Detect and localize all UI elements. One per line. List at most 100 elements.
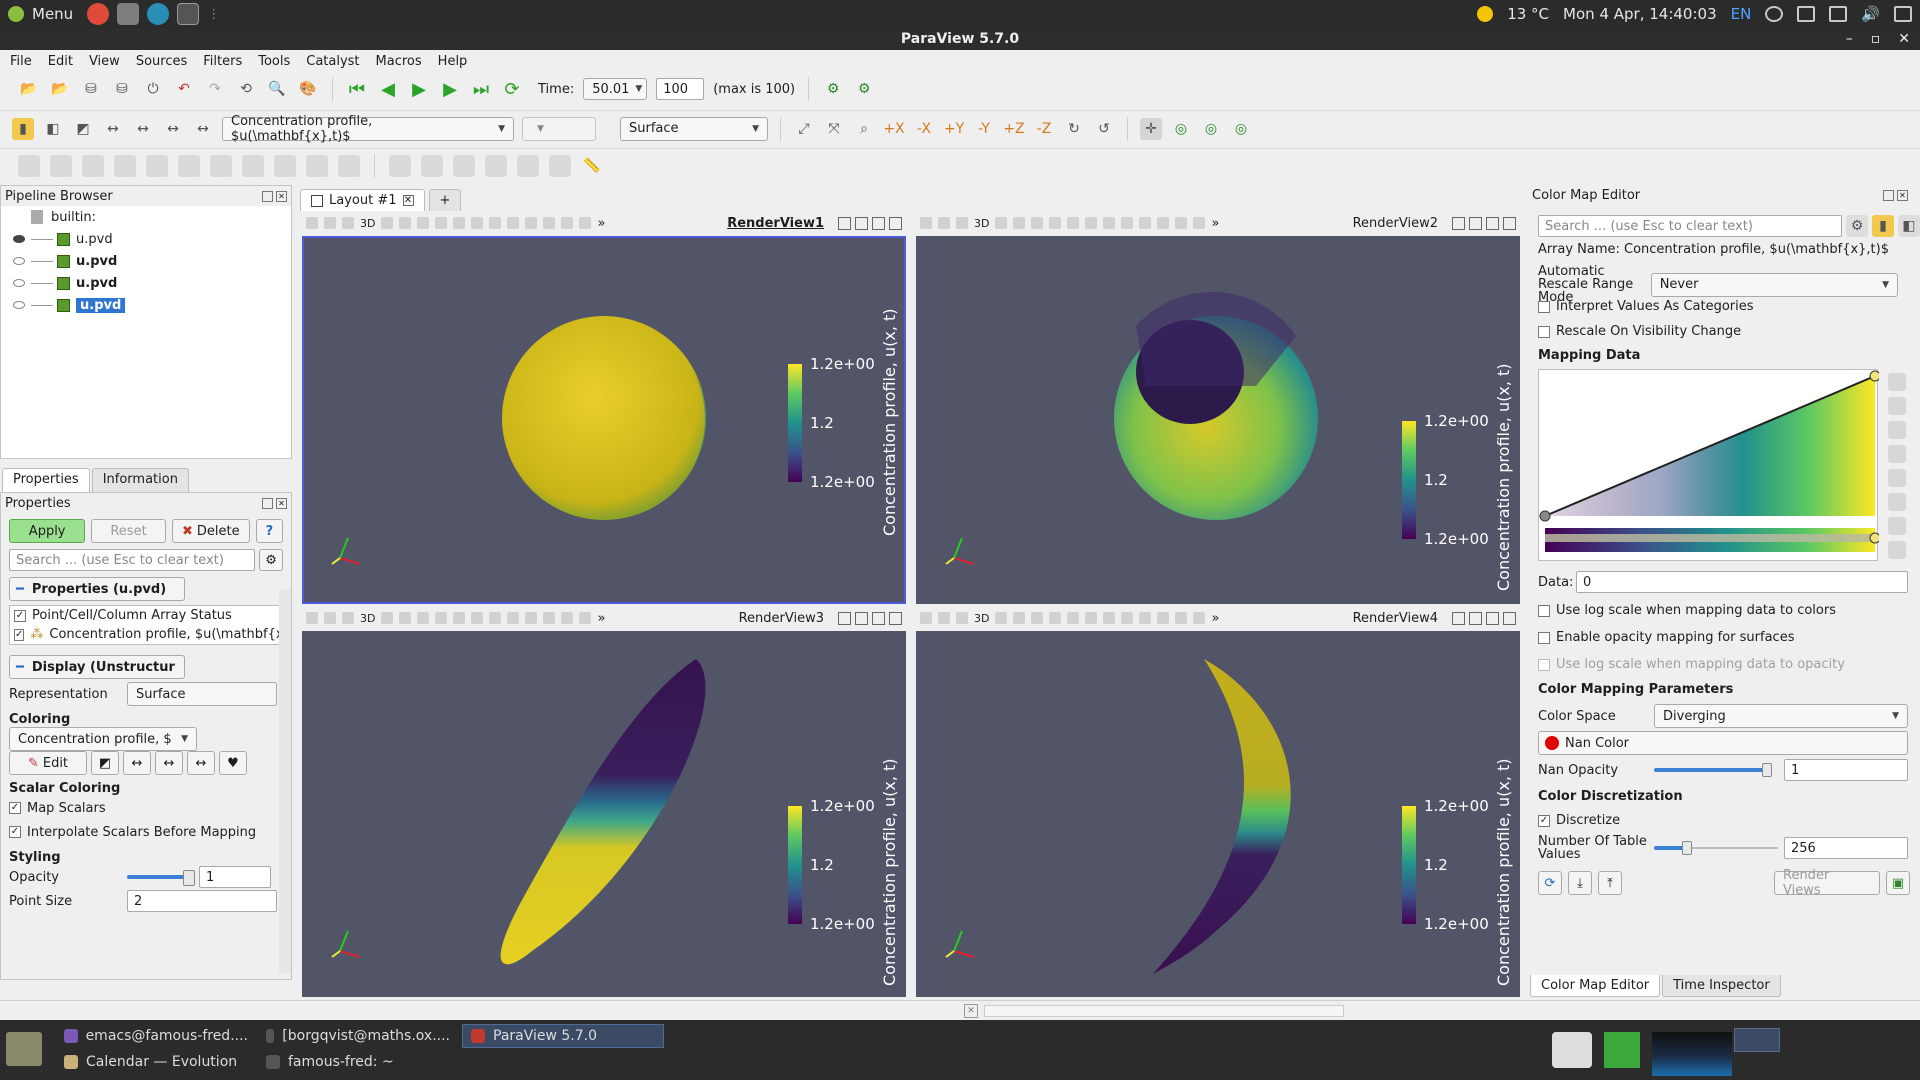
menu-filters[interactable]: Filters [203, 53, 243, 69]
save-preset-icon[interactable] [1888, 517, 1906, 535]
previous-frame-icon[interactable]: ◀ [381, 78, 395, 100]
menu-sources[interactable]: Sources [135, 53, 188, 69]
selection-tool-icon[interactable] [399, 612, 412, 624]
clock-label[interactable]: Mon 4 Apr, 14:40:03 [1563, 5, 1717, 23]
rescale-visibility-row[interactable]: Rescale On Visibility Change [1538, 324, 1741, 339]
next-frame-icon[interactable]: ▶ [443, 78, 457, 100]
interpolate-row[interactable]: ✓ Interpolate Scalars Before Mapping [1, 820, 291, 844]
split-horizontal-icon[interactable] [838, 611, 851, 625]
opacity-point-start[interactable] [1539, 510, 1551, 522]
selection-tool-icon[interactable] [435, 612, 448, 624]
render-view-canvas[interactable]: 1.2e+00 1.2 1.2e+00 Concentration profile, … [302, 236, 906, 604]
network-icon[interactable] [1829, 6, 1848, 22]
interpret-categories-checkbox[interactable] [1538, 300, 1550, 313]
rescale-icon[interactable]: ↔ [123, 751, 151, 775]
selection-tool-icon[interactable] [489, 217, 502, 229]
terminal-icon[interactable] [177, 3, 200, 25]
preset-icon[interactable]: ◩ [91, 751, 119, 775]
system-menu-button[interactable]: Menu [0, 5, 73, 23]
selection-tool-icon[interactable] [561, 217, 574, 229]
nan-opacity-thumb[interactable] [1762, 763, 1772, 777]
log-scale-row[interactable]: Use log scale when mapping data to color… [1538, 603, 1836, 618]
time-value-combo[interactable]: 50.01 ▼ [583, 78, 648, 100]
pipeline-item[interactable]: u.pvd [1, 272, 291, 294]
view-plus-z-icon[interactable]: +Z [1003, 120, 1025, 137]
selection-tool-icon[interactable] [1067, 612, 1080, 624]
update-views-icon[interactable]: ⟳ [1538, 871, 1562, 895]
clip-icon[interactable] [82, 154, 104, 177]
menu-macros[interactable]: Macros [375, 53, 422, 69]
visibility-eye-icon[interactable] [13, 257, 25, 265]
transfer-function-editor[interactable] [1538, 369, 1881, 561]
camera-tool-icon[interactable] [938, 217, 950, 229]
stream-tracer-icon[interactable] [242, 154, 264, 177]
close-view-icon[interactable] [1503, 216, 1516, 230]
render-view-canvas[interactable]: 1.2e+00 1.2 1.2e+00 Concentration profile, … [916, 631, 1520, 997]
table-values-thumb[interactable] [1682, 841, 1692, 855]
interpolate-checkbox[interactable]: ✓ [9, 826, 21, 838]
selection-tool-icon[interactable] [1085, 217, 1098, 229]
close-view-icon[interactable] [889, 611, 902, 625]
system-monitor-graph[interactable] [1652, 1032, 1732, 1076]
camera-tool-icon[interactable] [920, 217, 932, 229]
spreadsheet-icon[interactable] [517, 154, 539, 177]
visibility-eye-icon[interactable] [13, 235, 25, 243]
selection-tool-icon[interactable] [435, 217, 448, 229]
choose-preset-icon[interactable]: ◩ [76, 120, 90, 137]
pipeline-root[interactable]: builtin: [1, 206, 291, 228]
table-values-input[interactable]: 256 [1784, 837, 1908, 859]
camera-tool-icon[interactable] [938, 612, 950, 624]
table-values-slider[interactable] [1654, 841, 1778, 855]
coloring-select[interactable]: Concentration profile, $ ▼ [9, 727, 197, 751]
float-panel-icon[interactable] [262, 497, 273, 509]
menu-help[interactable]: Help [437, 53, 468, 69]
opacity-slider[interactable] [127, 870, 195, 886]
array-item-checkbox[interactable]: ✓ [14, 628, 25, 641]
open-recent-icon[interactable]: 📂 [51, 81, 69, 97]
pipeline-item[interactable]: u.pvd [1, 228, 291, 250]
extract-level-icon[interactable] [338, 154, 360, 177]
browser-icon[interactable] [147, 3, 170, 25]
color-legend-icon[interactable]: ▮ [12, 117, 34, 140]
save-defaults-icon[interactable]: ⤓ [1568, 871, 1592, 895]
tab-information[interactable]: Information [91, 468, 189, 492]
split-vertical-icon[interactable] [1469, 611, 1482, 625]
selection-tool-icon[interactable] [1013, 217, 1026, 229]
rescale-custom-icon[interactable]: ↔ [137, 120, 149, 137]
apply-button[interactable]: Apply [9, 519, 86, 543]
rescale-data-range-icon[interactable]: ↔ [107, 120, 119, 137]
bluetooth-icon[interactable] [1765, 6, 1784, 22]
clock-applet-icon[interactable] [1552, 1032, 1592, 1068]
selection-tool-icon[interactable] [579, 217, 592, 229]
more-tools-icon[interactable]: » [1211, 215, 1220, 231]
view-minus-x-icon[interactable]: -X [917, 120, 931, 137]
more-tools-icon[interactable]: » [1211, 610, 1220, 626]
camera-tool-icon[interactable] [342, 612, 354, 624]
selection-tool-icon[interactable] [507, 217, 520, 229]
selection-tool-icon[interactable] [543, 217, 556, 229]
float-panel-icon[interactable] [262, 190, 273, 202]
ruler-filter-icon[interactable] [549, 154, 571, 177]
rotate-minus-90-icon[interactable]: ↺ [1098, 120, 1110, 137]
split-vertical-icon[interactable] [855, 216, 868, 230]
selection-tool-icon[interactable] [453, 612, 466, 624]
calculator-icon[interactable] [18, 154, 40, 177]
selection-tool-icon[interactable] [579, 612, 592, 624]
selection-tool-icon[interactable] [1103, 612, 1116, 624]
menu-file[interactable]: File [10, 53, 32, 69]
selection-tool-icon[interactable] [381, 217, 394, 229]
selection-tool-icon[interactable] [1157, 217, 1170, 229]
disconnect-icon[interactable]: ⛁ [116, 81, 128, 97]
selection-tool-icon[interactable] [453, 217, 466, 229]
selection-tool-icon[interactable] [525, 612, 538, 624]
selection-tool-icon[interactable] [561, 612, 574, 624]
time-step-spinbox[interactable]: 100 [656, 78, 705, 100]
array-item[interactable]: ✓ ⁂ Concentration profile, $u(\mathbf{x [10, 625, 284, 644]
selection-tool-icon[interactable] [543, 612, 556, 624]
discretize-checkbox[interactable]: ✓ [1538, 814, 1550, 827]
camera-tool-icon[interactable] [306, 612, 318, 624]
keyboard-layout-label[interactable]: EN [1730, 5, 1752, 23]
visibility-eye-icon[interactable] [13, 301, 25, 309]
close-panel-icon[interactable]: ✕ [1897, 189, 1908, 201]
find-data-icon[interactable]: 🔍 [268, 81, 286, 97]
